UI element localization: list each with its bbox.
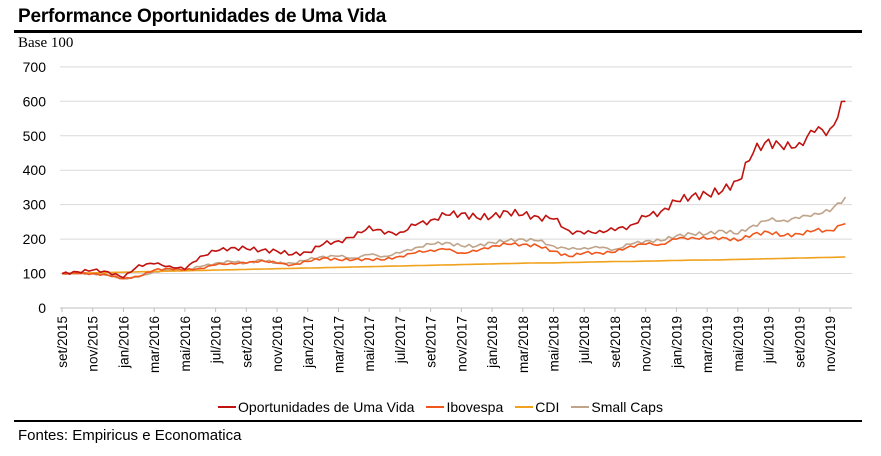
x-tick-label: jul/2017 xyxy=(393,316,408,364)
x-tick-label: mai/2019 xyxy=(731,316,746,372)
chart-title: Performance Oportunidades de Uma Vida xyxy=(18,6,387,27)
x-tick-label: nov/2019 xyxy=(823,316,838,372)
x-axis-ticks: set/2015 nov/2015 jan/2016 mar/2016 mai/2016… xyxy=(55,308,838,373)
x-tick-label: jan/2018 xyxy=(485,316,500,369)
x-tick-label: nov/2017 xyxy=(454,316,469,372)
x-tick-label: jul/2016 xyxy=(209,316,224,364)
x-tick-label: set/2016 xyxy=(239,316,254,368)
gridlines xyxy=(60,66,852,309)
y-axis-unit-label: Base 100 xyxy=(18,35,74,51)
legend-swatch xyxy=(426,406,445,408)
x-tick-label: mar/2018 xyxy=(516,316,531,373)
y-tick-label: 700 xyxy=(23,59,47,75)
legend-swatch xyxy=(571,406,590,408)
legend-label: Small Caps xyxy=(591,399,663,415)
x-tick-label: mar/2019 xyxy=(700,316,715,373)
footer-divider xyxy=(14,420,862,422)
y-tick-label: 500 xyxy=(23,128,47,144)
x-tick-label: nov/2016 xyxy=(270,316,285,372)
legend-item: Ibovespa xyxy=(426,399,503,415)
x-tick-label: set/2017 xyxy=(424,316,439,368)
x-tick-label: jul/2019 xyxy=(762,316,777,364)
series-line-oportunidades-de-uma-vida xyxy=(61,100,846,279)
x-tick-label: jan/2016 xyxy=(116,316,131,369)
x-tick-label: set/2015 xyxy=(55,316,70,368)
legend-label: Ibovespa xyxy=(446,399,504,415)
x-tick-label: nov/2015 xyxy=(86,316,101,372)
x-tick-label: jan/2019 xyxy=(669,316,684,369)
legend-swatch xyxy=(218,406,237,408)
series-line-ibovespa xyxy=(61,222,846,280)
y-tick-label: 300 xyxy=(23,197,47,213)
series-lines xyxy=(61,100,847,280)
x-tick-label: mar/2016 xyxy=(147,316,162,373)
x-tick-label: mar/2017 xyxy=(331,316,346,373)
legend-label: CDI xyxy=(535,399,560,415)
y-tick-label: 0 xyxy=(38,300,46,316)
x-tick-label: jan/2017 xyxy=(301,316,316,369)
x-tick-label: jul/2018 xyxy=(577,316,592,364)
legend-item: Oportunidades de Uma Vida xyxy=(218,399,414,415)
y-tick-label: 600 xyxy=(23,93,47,109)
legend-item: CDI xyxy=(515,399,559,415)
x-tick-label: mai/2017 xyxy=(362,316,377,372)
x-tick-label: nov/2018 xyxy=(639,316,654,372)
legend-swatch xyxy=(515,406,534,408)
x-tick-label: set/2019 xyxy=(792,316,807,368)
series-line-small-caps xyxy=(61,196,847,280)
y-tick-label: 100 xyxy=(23,266,47,282)
y-tick-label: 400 xyxy=(23,162,47,178)
source-note: Fontes: Empiricus e Economatica xyxy=(18,427,242,444)
line-chart: 0 100 200 300 400 500 600 700 set/2015 nov/2015 j… xyxy=(23,59,852,373)
y-tick-label: 200 xyxy=(23,231,47,247)
title-divider xyxy=(14,30,862,33)
x-tick-label: set/2018 xyxy=(608,316,623,368)
series-line-cdi xyxy=(61,256,846,275)
legend-label: Oportunidades de Uma Vida xyxy=(238,399,415,415)
x-tick-label: mai/2018 xyxy=(547,316,562,372)
legend-item: Small Caps xyxy=(571,399,663,415)
legend: Oportunidades de Uma Vida Ibovespa CDI Smal… xyxy=(0,395,881,415)
x-tick-label: mai/2016 xyxy=(178,316,193,372)
y-axis-ticks: 0 100 200 300 400 500 600 700 xyxy=(23,59,47,316)
